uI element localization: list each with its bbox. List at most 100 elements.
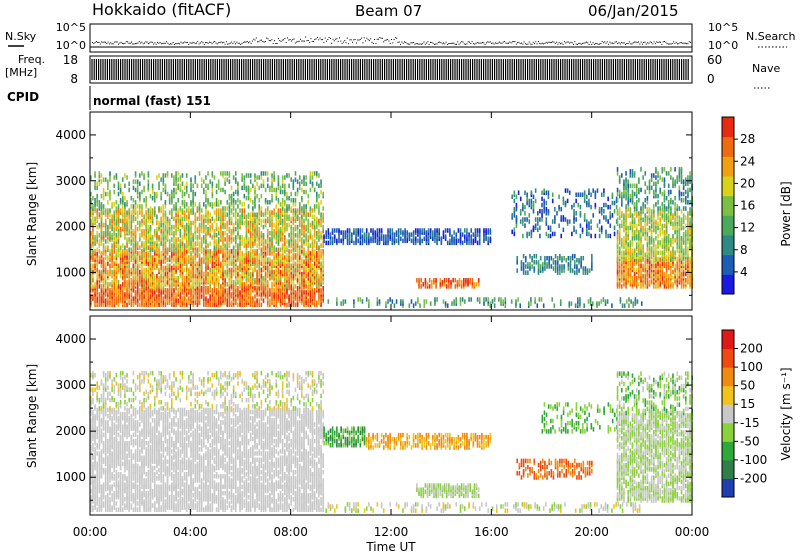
- power-cell: [273, 208, 275, 213]
- sky-dot: [500, 43, 501, 44]
- sky-dot: [489, 42, 490, 43]
- power-cell: [162, 245, 164, 250]
- power-cell: [303, 266, 305, 271]
- power-cell: [118, 243, 120, 248]
- power-cell: [293, 221, 295, 226]
- power-cell: [334, 228, 336, 233]
- power-cell: [165, 288, 167, 293]
- power-cell: [109, 190, 111, 195]
- power-cell: [360, 232, 362, 237]
- sky-dot: [460, 42, 461, 43]
- power-cell: [244, 237, 246, 242]
- power-cell: [256, 194, 258, 199]
- power-cell: [182, 235, 184, 240]
- power-cell: [184, 259, 186, 264]
- power-cell: [158, 268, 160, 273]
- power-cell: [190, 231, 192, 236]
- power-cell: [233, 296, 235, 301]
- sky-dot: [131, 42, 132, 43]
- power-cell: [182, 241, 184, 246]
- sky-dot: [565, 42, 566, 43]
- power-cell: [141, 171, 143, 176]
- sky-dot: [135, 43, 136, 44]
- power-cell: [396, 239, 398, 244]
- sky-dot: [652, 43, 653, 44]
- power-cell: [310, 179, 312, 184]
- power-cell: [109, 231, 111, 236]
- power-cell: [122, 208, 124, 213]
- sky-dot: [162, 43, 163, 44]
- power-cell: [252, 276, 254, 281]
- power-cell: [256, 286, 258, 291]
- sky-dot: [508, 43, 509, 44]
- power-cell: [128, 231, 130, 236]
- power-cell: [160, 270, 162, 275]
- power-cell: [278, 179, 280, 184]
- power-cell: [312, 221, 314, 226]
- power-cell: [156, 239, 158, 244]
- power-cell: [446, 278, 448, 283]
- power-cell: [421, 228, 423, 233]
- power-cell: [175, 212, 177, 217]
- power-cell: [297, 229, 299, 234]
- power-cell: [205, 286, 207, 291]
- power-cell: [182, 221, 184, 226]
- sky-dot: [503, 42, 504, 43]
- sky-dot: [347, 38, 348, 39]
- power-cell: [162, 296, 164, 301]
- power-cell: [490, 228, 492, 233]
- power-cell: [271, 194, 273, 199]
- power-cell: [320, 278, 322, 283]
- power-cell: [299, 202, 301, 207]
- power-cell: [267, 171, 269, 176]
- power-cell: [139, 210, 141, 215]
- power-cell: [156, 227, 158, 232]
- power-cell: [145, 286, 147, 291]
- power-cell: [173, 217, 175, 222]
- power-cell: [171, 266, 173, 271]
- power-cell: [301, 276, 303, 281]
- power-cell: [160, 241, 162, 246]
- power-cell: [137, 288, 139, 293]
- power-cell: [269, 266, 271, 271]
- power-cell: [271, 198, 273, 203]
- power-cell: [222, 248, 224, 253]
- power-cell: [320, 253, 322, 258]
- sky-dot: [99, 42, 100, 43]
- power-cell: [265, 272, 267, 277]
- power-cell: [152, 303, 154, 308]
- power-cell: [282, 266, 284, 271]
- sky-dot: [275, 43, 276, 44]
- power-cell: [169, 255, 171, 260]
- power-cell: [126, 280, 128, 285]
- power-cell: [475, 232, 477, 237]
- power-cell: [256, 264, 258, 269]
- power-cell: [186, 259, 188, 264]
- sky-dot: [509, 42, 510, 43]
- power-cell: [160, 298, 162, 303]
- sky-dot: [446, 42, 447, 43]
- power-cell: [290, 206, 292, 211]
- power-cell: [148, 245, 150, 250]
- power-cell: [203, 239, 205, 244]
- power-cell: [141, 249, 143, 254]
- power-cell: [180, 248, 182, 253]
- power-cell: [113, 266, 115, 271]
- power-cell: [105, 239, 107, 244]
- power-cell: [126, 290, 128, 295]
- power-cell: [286, 245, 288, 250]
- power-cell: [252, 206, 254, 211]
- power-cell: [310, 298, 312, 303]
- power-cell: [199, 171, 201, 176]
- sky-dot: [152, 42, 153, 43]
- power-cell: [216, 202, 218, 207]
- sky-dot: [537, 43, 538, 44]
- sky-dot: [346, 42, 347, 43]
- power-cell: [443, 230, 445, 235]
- power-cell: [398, 228, 400, 233]
- power-cell: [400, 237, 402, 242]
- power-cell: [207, 276, 209, 281]
- power-cell: [295, 290, 297, 295]
- power-cell: [297, 208, 299, 213]
- power-cell: [231, 239, 233, 244]
